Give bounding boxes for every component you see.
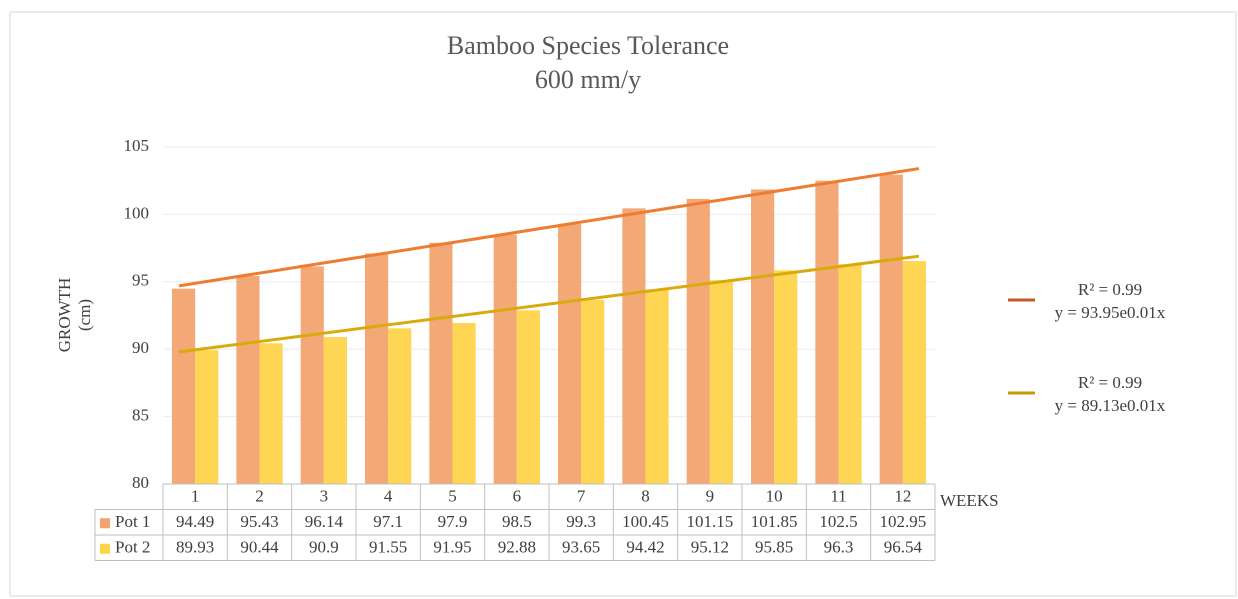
trendline bbox=[178, 254, 920, 354]
table-value: 102.95 bbox=[879, 512, 926, 531]
bar bbox=[815, 180, 839, 484]
bar bbox=[774, 270, 798, 484]
x-tick-label: 10 bbox=[766, 487, 783, 506]
legend-r2: R² = 0.99 bbox=[1078, 280, 1142, 299]
bar bbox=[645, 289, 669, 484]
y-axis-label: GROWTH bbox=[55, 278, 74, 353]
y-tick-label: 90 bbox=[132, 338, 149, 357]
legend-label: Pot 1 bbox=[115, 512, 150, 531]
bar bbox=[902, 261, 926, 484]
table-value: 89.93 bbox=[176, 538, 214, 557]
bar bbox=[709, 280, 733, 484]
bar bbox=[493, 234, 517, 484]
table-value: 97.1 bbox=[373, 512, 403, 531]
table-value: 96.14 bbox=[305, 512, 344, 531]
table-value: 101.85 bbox=[751, 512, 798, 531]
chart-subtitle: 600 mm/y bbox=[535, 65, 641, 94]
table-value: 91.95 bbox=[433, 538, 471, 557]
table-value: 90.44 bbox=[240, 538, 279, 557]
table-value: 90.9 bbox=[309, 538, 339, 557]
y-tick-label: 80 bbox=[132, 473, 149, 492]
x-tick-label: 1 bbox=[191, 487, 200, 506]
table-value: 96.3 bbox=[824, 538, 854, 557]
table-value: 93.65 bbox=[562, 538, 600, 557]
y-axis-label: (cm) bbox=[75, 299, 94, 331]
y-tick-label: 85 bbox=[132, 406, 149, 425]
legend-swatch bbox=[100, 518, 110, 529]
x-tick-label: 7 bbox=[577, 487, 586, 506]
table-value: 98.5 bbox=[502, 512, 532, 531]
bar bbox=[558, 223, 582, 484]
bar bbox=[838, 264, 862, 484]
bar bbox=[751, 189, 775, 484]
bar bbox=[300, 266, 324, 484]
trendline bbox=[178, 167, 920, 288]
bar bbox=[323, 337, 347, 484]
y-tick-label: 105 bbox=[124, 136, 150, 155]
chart-title: Bamboo Species Tolerance bbox=[447, 31, 729, 60]
bar bbox=[259, 343, 283, 484]
table-value: 91.55 bbox=[369, 538, 407, 557]
bar bbox=[622, 208, 646, 485]
bar bbox=[429, 242, 453, 484]
x-tick-label: 5 bbox=[448, 487, 457, 506]
bar bbox=[236, 276, 260, 484]
table-value: 101.15 bbox=[686, 512, 733, 531]
bar bbox=[581, 299, 605, 484]
table-value: 95.12 bbox=[691, 538, 729, 557]
y-tick-label: 100 bbox=[124, 203, 150, 222]
table-value: 102.5 bbox=[819, 512, 857, 531]
x-tick-label: 9 bbox=[706, 487, 715, 506]
bar bbox=[172, 288, 196, 484]
legend-label: Pot 2 bbox=[115, 538, 150, 557]
bar bbox=[195, 350, 219, 484]
bar bbox=[388, 328, 412, 484]
table-value: 100.45 bbox=[622, 512, 669, 531]
legend-equation: y = 89.13e0.01x bbox=[1055, 396, 1166, 415]
legend-swatch bbox=[100, 543, 110, 554]
x-axis-label: WEEKS bbox=[940, 491, 999, 510]
x-tick-label: 11 bbox=[830, 487, 846, 506]
bar bbox=[365, 253, 389, 484]
x-tick-label: 12 bbox=[894, 487, 911, 506]
x-tick-label: 2 bbox=[255, 487, 264, 506]
x-tick-label: 6 bbox=[513, 487, 522, 506]
x-tick-label: 3 bbox=[320, 487, 329, 506]
x-tick-label: 4 bbox=[384, 487, 393, 506]
legend-r2: R² = 0.99 bbox=[1078, 373, 1142, 392]
table-value: 99.3 bbox=[566, 512, 596, 531]
table-value: 94.49 bbox=[176, 512, 214, 531]
x-tick-label: 8 bbox=[641, 487, 650, 506]
table-value: 95.85 bbox=[755, 538, 793, 557]
bar bbox=[879, 174, 903, 484]
table-value: 97.9 bbox=[438, 512, 468, 531]
table-value: 96.54 bbox=[884, 538, 923, 557]
bar bbox=[686, 198, 710, 484]
y-tick-label: 95 bbox=[132, 271, 149, 290]
table-value: 94.42 bbox=[626, 538, 664, 557]
bar bbox=[516, 310, 540, 484]
table-value: 95.43 bbox=[240, 512, 278, 531]
table-value: 92.88 bbox=[498, 538, 536, 557]
bar bbox=[452, 322, 476, 484]
legend-equation: y = 93.95e0.01x bbox=[1055, 303, 1166, 322]
